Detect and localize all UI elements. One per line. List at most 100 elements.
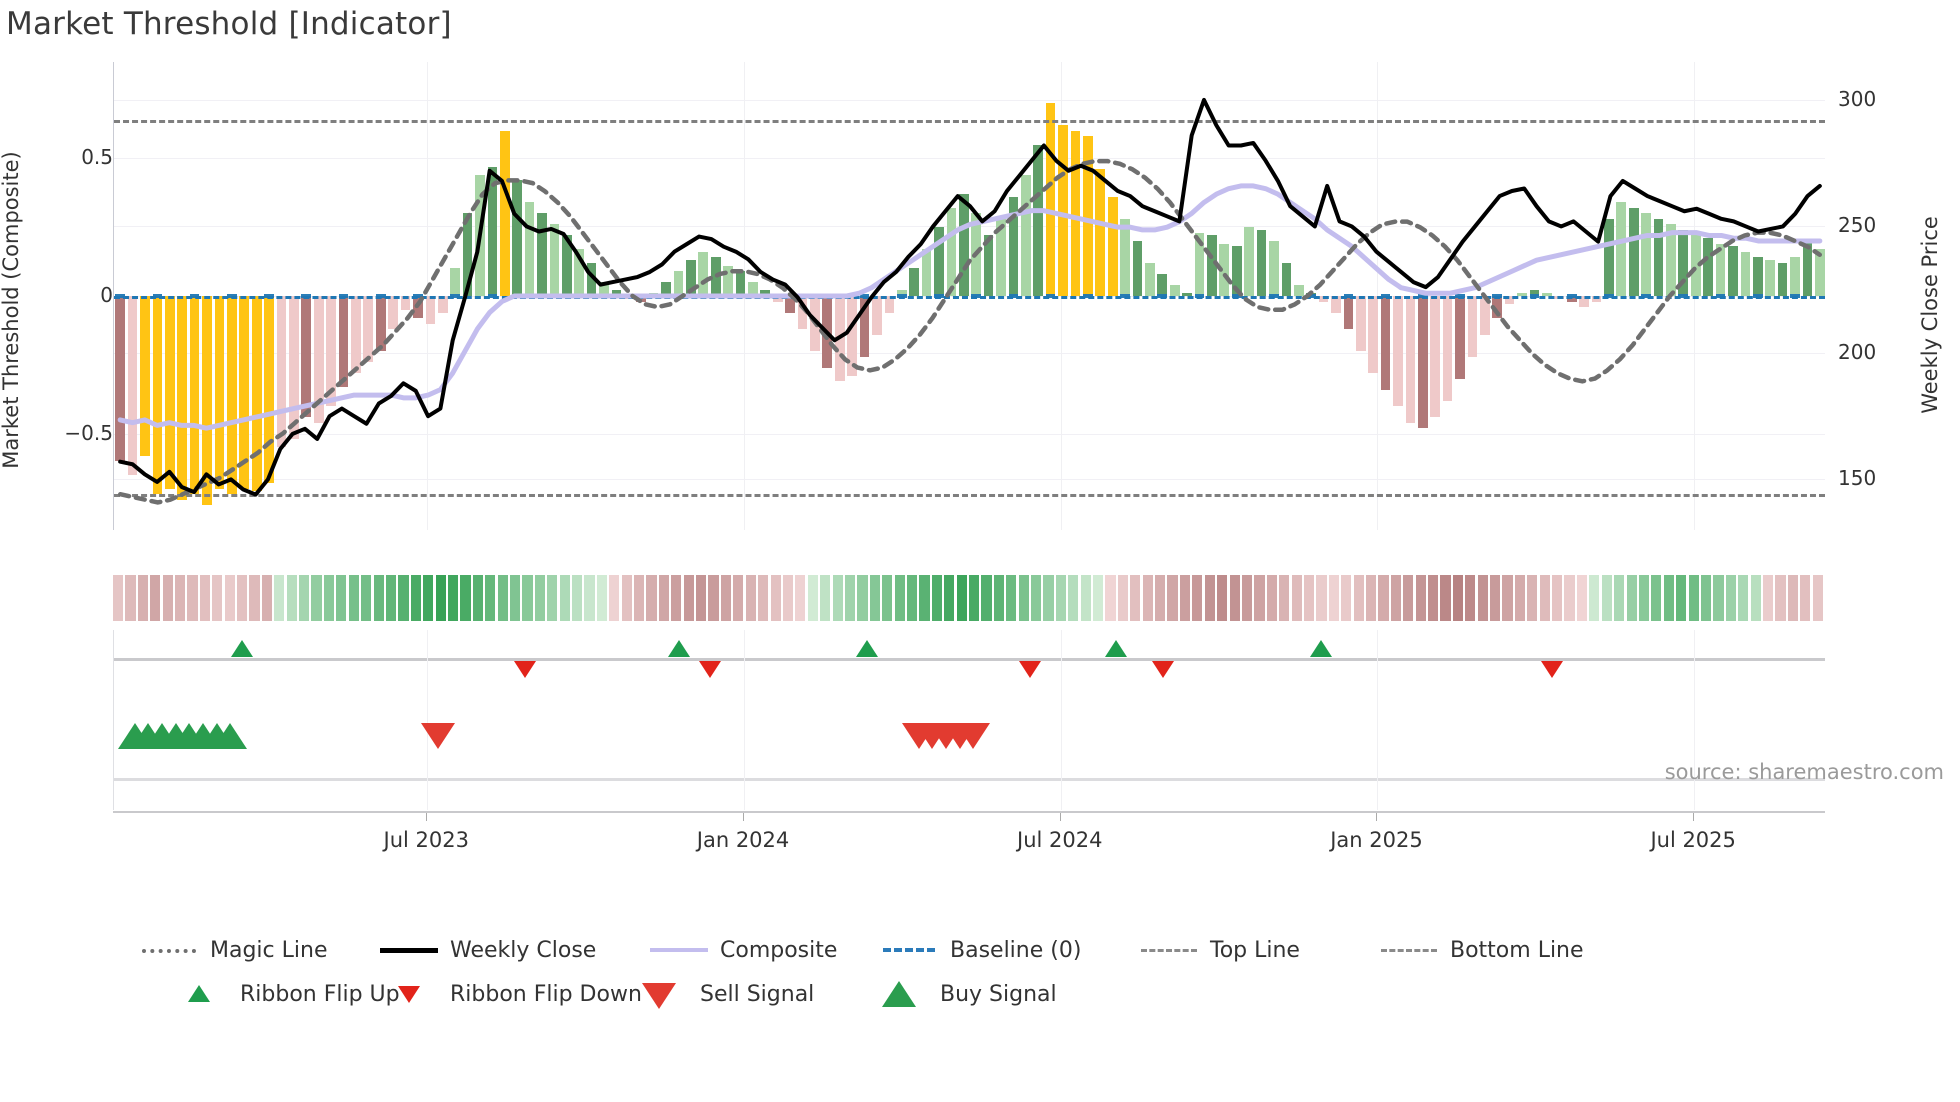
histogram-bar[interactable] (289, 296, 299, 440)
ribbon-cell[interactable] (1676, 575, 1687, 621)
histogram-bar[interactable] (1083, 136, 1093, 296)
ribbon-cell[interactable] (770, 575, 781, 621)
histogram-bar[interactable] (996, 218, 1006, 296)
histogram-bar[interactable] (1765, 260, 1775, 296)
ribbon-cell[interactable] (1812, 575, 1823, 621)
legend-item[interactable]: Ribbon Flip Down (380, 972, 642, 1016)
histogram-bar[interactable] (1380, 296, 1391, 390)
legend-item[interactable]: Ribbon Flip Up (170, 972, 400, 1016)
histogram-bar[interactable] (1033, 144, 1044, 296)
legend-item[interactable]: Magic Line (140, 928, 327, 972)
histogram-bar[interactable] (1604, 218, 1614, 296)
ribbon-cell[interactable] (1130, 575, 1141, 621)
histogram-bar[interactable] (1678, 229, 1689, 296)
histogram-bar[interactable] (1132, 240, 1143, 296)
ribbon-cell[interactable] (175, 575, 186, 621)
histogram-bar[interactable] (251, 296, 262, 492)
histogram-bar[interactable] (1752, 257, 1763, 296)
histogram-bar[interactable] (1095, 169, 1106, 296)
histogram-bar[interactable] (1281, 262, 1292, 296)
ribbon-cell[interactable] (1725, 575, 1736, 621)
ribbon-cell[interactable] (1279, 575, 1290, 621)
buy-signal-marker[interactable] (213, 723, 248, 749)
histogram-bar[interactable] (1430, 296, 1441, 418)
ribbon-cell[interactable] (733, 575, 744, 621)
ribbon-cell[interactable] (1080, 575, 1091, 621)
histogram-bar[interactable] (1542, 293, 1552, 296)
histogram-bar[interactable] (1368, 296, 1379, 374)
histogram-bar[interactable] (189, 296, 200, 495)
histogram-bar[interactable] (1120, 218, 1130, 296)
sell-signal-marker[interactable] (420, 723, 455, 749)
histogram-bar[interactable] (152, 296, 163, 495)
legend-item[interactable]: Top Line (1140, 928, 1300, 972)
histogram-bar[interactable] (177, 296, 188, 500)
ribbon-cell[interactable] (299, 575, 310, 621)
histogram-bar[interactable] (1504, 296, 1515, 305)
histogram-bar[interactable] (164, 296, 175, 489)
histogram-bar[interactable] (909, 268, 919, 296)
ribbon-cell[interactable] (1142, 575, 1153, 621)
ribbon-cell[interactable] (621, 575, 632, 621)
ribbon-cell[interactable] (708, 575, 719, 621)
histogram-bar[interactable] (1442, 296, 1453, 401)
ribbon-cell[interactable] (113, 575, 124, 621)
ribbon-cell[interactable] (1477, 575, 1488, 621)
ribbon-flip-down-marker[interactable] (1018, 661, 1041, 678)
ribbon-cell[interactable] (224, 575, 235, 621)
ribbon-cell[interactable] (894, 575, 905, 621)
ribbon-cell[interactable] (931, 575, 942, 621)
ribbon-flip-up-marker[interactable] (1309, 640, 1332, 657)
histogram-bar[interactable] (1145, 262, 1155, 296)
histogram-bar[interactable] (723, 265, 733, 296)
ribbon-cell[interactable] (1700, 575, 1712, 621)
ribbon-cell[interactable] (969, 575, 980, 621)
ribbon-cell[interactable] (782, 575, 794, 621)
ribbon-cell[interactable] (1514, 575, 1526, 621)
ribbon-cell[interactable] (658, 575, 670, 621)
histogram-bar[interactable] (1417, 296, 1428, 429)
ribbon-cell[interactable] (1031, 575, 1042, 621)
ribbon-cell[interactable] (385, 575, 397, 621)
histogram-bar[interactable] (574, 249, 585, 296)
histogram-bar[interactable] (1045, 103, 1056, 296)
histogram-bar[interactable] (1728, 246, 1738, 296)
ribbon-cell[interactable] (1688, 575, 1699, 621)
histogram-bar[interactable] (264, 296, 274, 484)
ribbon-cell[interactable] (683, 575, 694, 621)
ribbon-cell[interactable] (1638, 575, 1650, 621)
histogram-bar[interactable] (1393, 296, 1403, 407)
ribbon-cell[interactable] (1415, 575, 1426, 621)
ribbon-cell[interactable] (435, 575, 446, 621)
ribbon-cell[interactable] (1316, 575, 1327, 621)
legend-item[interactable]: Composite (650, 928, 837, 972)
ribbon-cell[interactable] (981, 575, 992, 621)
ribbon-flip-down-marker[interactable] (513, 661, 536, 678)
ribbon-cell[interactable] (1192, 575, 1203, 621)
ribbon-cell[interactable] (199, 575, 210, 621)
ribbon-cell[interactable] (857, 575, 868, 621)
ribbon-cell[interactable] (1576, 575, 1588, 621)
ribbon-cell[interactable] (447, 575, 459, 621)
ribbon-cell[interactable] (646, 575, 657, 621)
ribbon-cell[interactable] (1390, 575, 1401, 621)
histogram-bar[interactable] (1777, 262, 1788, 296)
histogram-bar[interactable] (326, 296, 336, 407)
histogram-bar[interactable] (512, 180, 523, 296)
ribbon-cell[interactable] (1539, 575, 1550, 621)
histogram-bar[interactable] (537, 213, 547, 296)
histogram-bar[interactable] (1628, 207, 1639, 296)
ribbon-cell[interactable] (1006, 575, 1017, 621)
histogram-bar[interactable] (673, 271, 684, 296)
ribbon-cell[interactable] (373, 575, 384, 621)
histogram-bar[interactable] (748, 282, 758, 296)
histogram-bar[interactable] (1219, 243, 1230, 296)
ribbon-cell[interactable] (634, 575, 645, 621)
ribbon-cell[interactable] (1452, 575, 1463, 621)
ribbon-cell[interactable] (1204, 575, 1215, 621)
ribbon-cell[interactable] (137, 575, 148, 621)
histogram-bar[interactable] (872, 296, 882, 335)
ribbon-cell[interactable] (311, 575, 322, 621)
histogram-bar[interactable] (1579, 296, 1589, 307)
ribbon-cell[interactable] (844, 575, 856, 621)
